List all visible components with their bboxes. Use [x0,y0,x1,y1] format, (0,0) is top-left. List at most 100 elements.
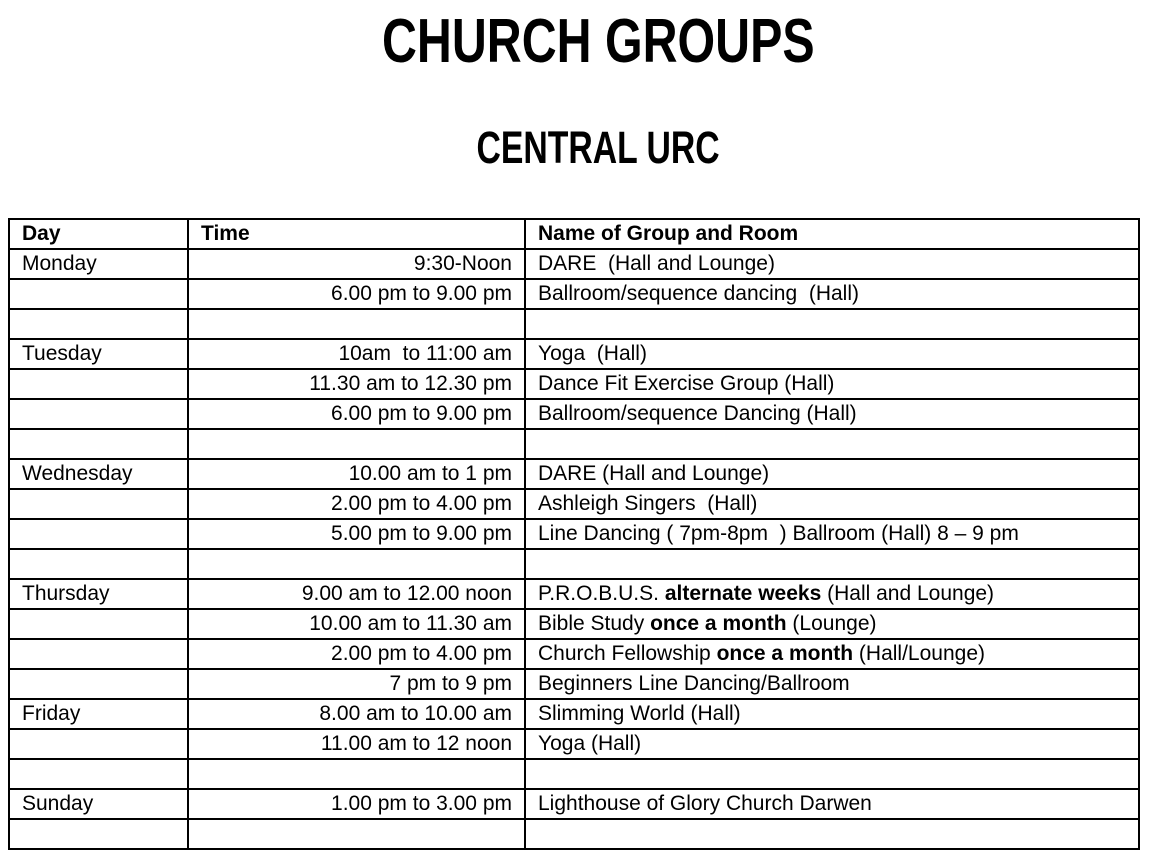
time-cell [187,818,526,850]
group-name-text: Slimming World (Hall) [538,702,741,725]
group-name-cell: Line Dancing ( 7pm-8pm ) Ballroom (Hall)… [524,518,1140,550]
day-cell: Sunday [8,788,189,820]
group-name-bold-text: alternate weeks [664,582,822,605]
table-row [8,548,1140,580]
group-name-cell: Yoga (Hall) [524,728,1140,760]
table-row [8,428,1140,460]
group-name-cell: DARE (Hall and Lounge) [524,248,1140,280]
group-name-cell [524,758,1140,790]
group-name-text: Ashleigh Singers (Hall) [538,492,758,515]
day-cell [8,818,189,850]
group-name-cell: Ballroom/sequence Dancing (Hall) [524,398,1140,430]
page-title: CHURCH GROUPS [381,7,815,76]
group-name-cell [524,428,1140,460]
table-row: Sunday 1.00 pm to 3.00 pm Lighthouse of Gl… [8,788,1140,820]
column-header-time: Time [187,218,526,250]
day-cell [8,548,189,580]
group-name-bold-text: once a month [716,642,854,665]
time-cell: 10.00 am to 11.30 am [187,608,526,640]
day-cell [8,278,189,310]
table-row [8,818,1140,850]
group-name-text: Lighthouse of Glory Church Darwen [538,792,872,815]
group-name-cell: Lighthouse of Glory Church Darwen [524,788,1140,820]
day-cell: Friday [8,698,189,730]
time-cell [187,308,526,340]
group-name-cell: DARE (Hall and Lounge) [524,458,1140,490]
day-cell [8,668,189,700]
group-name-cell: Ballroom/sequence dancing (Hall) [524,278,1140,310]
table-row [8,308,1140,340]
group-name-bold-text: once a month [650,612,787,635]
day-cell: Wednesday [8,458,189,490]
schedule-table: Day Time Name of Group and Room Monday 9:… [8,218,1140,850]
table-row: 2.00 pm to 4.00 pm Ashleigh Singers (Hall… [8,488,1140,520]
column-header-day: Day [8,218,189,250]
group-name-text: Ballroom/sequence dancing (Hall) [538,282,859,305]
table-row: 2.00 pm to 4.00 pm Church Fellowship once… [8,638,1140,670]
time-cell: 2.00 pm to 4.00 pm [187,638,526,670]
day-cell [8,638,189,670]
group-name-text: Church Fellowship [538,642,717,665]
schedule-table-body: Monday 9:30-Noon DARE (Hall and Lounge) 6.0… [8,248,1140,850]
page-subtitle: CENTRAL URC [476,122,720,173]
group-name-text: (Lounge) [786,612,877,635]
table-row [8,758,1140,790]
group-name-cell [524,308,1140,340]
time-cell: 9.00 am to 12.00 noon [187,578,526,610]
group-name-cell: Dance Fit Exercise Group (Hall) [524,368,1140,400]
day-cell [8,368,189,400]
group-name-cell: Church Fellowship once a month (Hall/Lou… [524,638,1140,670]
group-name-text: Yoga (Hall) [538,732,642,755]
day-cell [8,308,189,340]
table-row: Thursday 9.00 am to 12.00 noon P.R.O.B.U.S… [8,578,1140,610]
group-name-text: DARE (Hall and Lounge) [538,252,775,275]
time-cell: 11.30 am to 12.30 pm [187,368,526,400]
group-name-text: Yoga (Hall) [538,342,647,365]
group-name-cell: Bible Study once a month (Lounge) [524,608,1140,640]
day-cell [8,758,189,790]
day-cell [8,608,189,640]
time-cell: 1.00 pm to 3.00 pm [187,788,526,820]
table-row: Monday 9:30-Noon DARE (Hall and Lounge) [8,248,1140,280]
table-row: 5.00 pm to 9.00 pm Line Dancing ( 7pm-8pm… [8,518,1140,550]
day-cell [8,728,189,760]
group-name-cell: P.R.O.B.U.S. alternate weeks (Hall and L… [524,578,1140,610]
time-cell: 10.00 am to 1 pm [187,458,526,490]
table-row: Friday 8.00 am to 10.00 am Slimming World … [8,698,1140,730]
group-name-cell [524,548,1140,580]
day-cell [8,518,189,550]
group-name-text: Line Dancing ( 7pm-8pm ) Ballroom (Hall)… [538,522,1019,545]
table-row: 11.00 am to 12 noon Yoga (Hall) [8,728,1140,760]
time-cell: 8.00 am to 10.00 am [187,698,526,730]
group-name-cell: Beginners Line Dancing/Ballroom [524,668,1140,700]
table-row: 6.00 pm to 9.00 pm Ballroom/sequence danc… [8,278,1140,310]
column-header-group-and-room: Name of Group and Room [524,218,1140,250]
table-row: 11.30 am to 12.30 pm Dance Fit Exercise G… [8,368,1140,400]
day-cell: Tuesday [8,338,189,370]
time-cell: 9:30-Noon [187,248,526,280]
group-name-cell: Ashleigh Singers (Hall) [524,488,1140,520]
group-name-cell: Yoga (Hall) [524,338,1140,370]
day-cell: Monday [8,248,189,280]
time-cell: 11.00 am to 12 noon [187,728,526,760]
table-row: Wednesday 10.00 am to 1 pm DARE (Hall and … [8,458,1140,490]
time-cell: 6.00 pm to 9.00 pm [187,278,526,310]
group-name-text: (Hall and Lounge) [821,582,995,605]
group-name-text: Ballroom/sequence Dancing (Hall) [538,402,857,425]
group-name-text: Bible Study [538,612,651,635]
table-row: 6.00 pm to 9.00 pm Ballroom/sequence Danc… [8,398,1140,430]
group-name-cell [524,818,1140,850]
group-name-cell: Slimming World (Hall) [524,698,1140,730]
table-header-row: Day Time Name of Group and Room [8,218,1140,250]
day-cell [8,398,189,430]
time-cell [187,428,526,460]
time-cell [187,758,526,790]
time-cell: 2.00 pm to 4.00 pm [187,488,526,520]
time-cell: 7 pm to 9 pm [187,668,526,700]
group-name-text: DARE (Hall and Lounge) [538,462,770,485]
day-cell [8,488,189,520]
group-name-text: (Hall/Lounge) [853,642,985,665]
time-cell: 5.00 pm to 9.00 pm [187,518,526,550]
document-header: CHURCH GROUPS CENTRAL URC [0,0,1156,173]
table-row: 7 pm to 9 pm Beginners Line Dancing/Ballr… [8,668,1140,700]
